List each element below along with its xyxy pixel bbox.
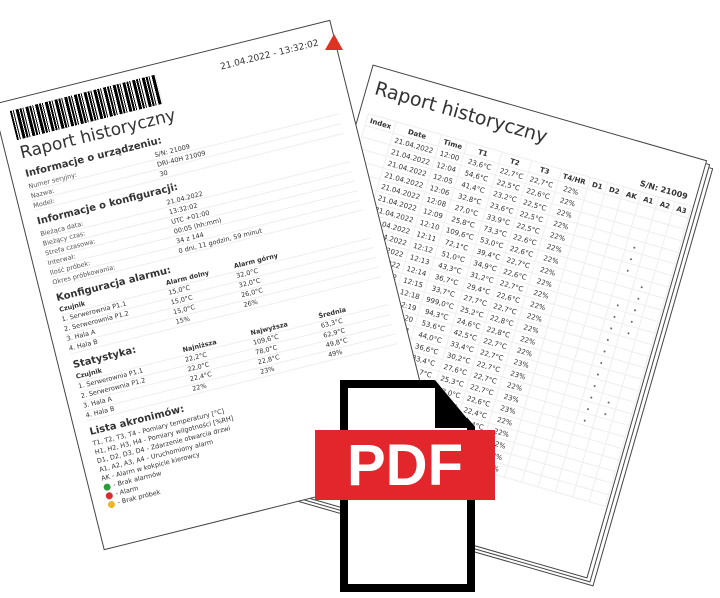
alarm-dot (627, 331, 630, 335)
alarm-dot (587, 407, 590, 411)
clock-icon (107, 499, 116, 509)
pdf-label: PDF (315, 430, 495, 500)
alarm-dot (630, 320, 633, 323)
alarm-dot (640, 285, 643, 288)
check-circle-icon (102, 482, 112, 491)
alarm-dot (633, 246, 637, 249)
alarm-dot (597, 372, 600, 376)
alarm-dot (593, 384, 597, 387)
warning-icon (325, 34, 343, 50)
alarm-dot (607, 338, 610, 341)
alarm-dot (590, 396, 594, 399)
alarm-dot (613, 315, 617, 318)
warning-icon (104, 491, 114, 500)
report-timestamp: 21.04.2022 - 13:32:02 (219, 38, 320, 73)
alarm-dot (600, 361, 603, 364)
alarm-dot (610, 326, 613, 330)
alarm-dot (583, 419, 587, 422)
alarm-dot (636, 296, 640, 300)
alarm-dot (603, 412, 607, 415)
alarm-dot (603, 349, 607, 353)
alarm-dot (633, 308, 637, 311)
pdf-file-icon: PDF (315, 380, 495, 592)
alarm-dot (607, 400, 610, 404)
alarm-dot (617, 303, 620, 307)
alarm-dot (630, 257, 633, 261)
alarm-dot (626, 269, 630, 272)
